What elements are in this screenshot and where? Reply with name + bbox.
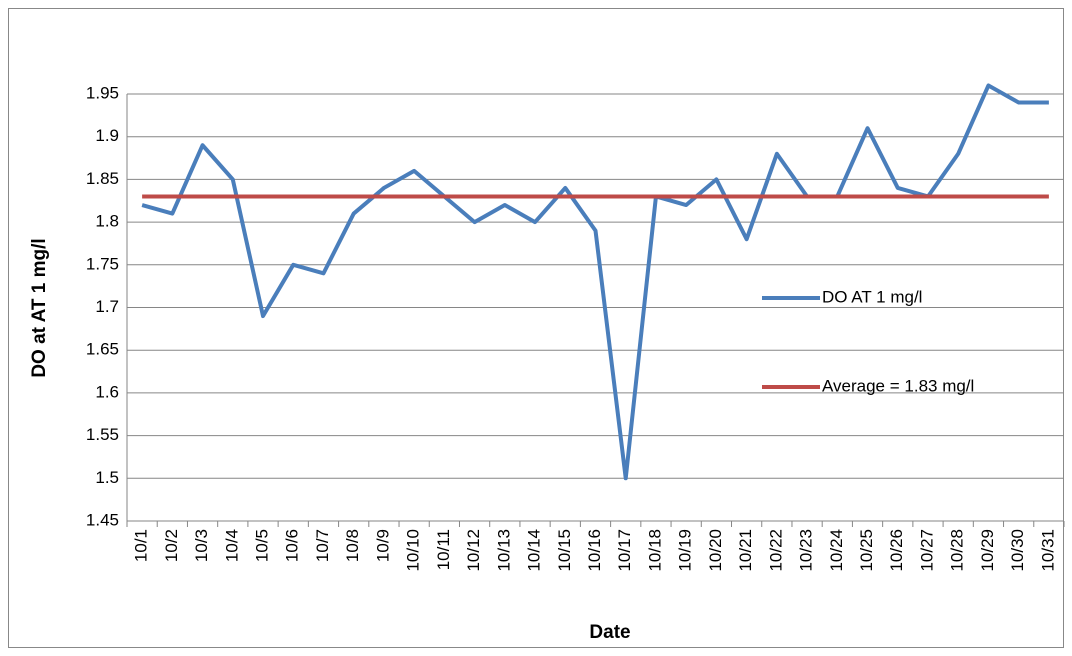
data-line <box>141 83 1049 481</box>
x-tick-label: 10/22 <box>766 529 785 572</box>
y-tick-label: 1.7 <box>95 297 119 316</box>
x-tick-label: 10/31 <box>1038 529 1057 572</box>
x-tick-label: 10/23 <box>797 529 816 572</box>
y-tick-label: 1.6 <box>95 382 119 401</box>
x-tick-label: 10/30 <box>1008 529 1027 572</box>
x-tick-label: 10/29 <box>978 529 997 572</box>
x-tick-label: 10/6 <box>283 529 302 562</box>
x-tick-label: 10/1 <box>132 529 151 562</box>
x-tick-label: 10/7 <box>313 529 332 562</box>
y-tick-label: 1.95 <box>86 83 119 102</box>
x-tick-label: 10/20 <box>706 529 725 572</box>
x-tick-label: 10/28 <box>948 529 967 572</box>
x-tick-label: 10/12 <box>464 529 483 572</box>
legend-label: DO AT 1 mg/l <box>822 287 922 306</box>
x-tick-label: 10/26 <box>887 529 906 572</box>
x-tick-label: 10/27 <box>917 529 936 572</box>
x-tick-label: 10/5 <box>253 529 272 562</box>
x-tick-label: 10/2 <box>162 529 181 562</box>
x-tick-label: 10/16 <box>585 529 604 572</box>
y-tick-label: 1.55 <box>86 425 119 444</box>
y-axis-label: DO at AT 1 mg/l <box>29 238 50 377</box>
x-tick-label: 10/10 <box>404 529 423 572</box>
x-tick-label: 10/21 <box>736 529 755 572</box>
x-tick-label: 10/19 <box>676 529 695 572</box>
y-tick-label: 1.75 <box>86 254 119 273</box>
x-tick-label: 10/4 <box>222 529 241 562</box>
x-tick-label: 10/18 <box>645 529 664 572</box>
x-axis-label: Date <box>589 622 630 643</box>
x-tick-label: 10/15 <box>555 529 574 572</box>
x-tick-label: 10/14 <box>525 529 544 572</box>
x-tick-label: 10/11 <box>434 529 453 570</box>
x-tick-label: 10/3 <box>192 529 211 562</box>
x-tick-label: 10/8 <box>343 529 362 562</box>
chart-border <box>8 8 1064 648</box>
y-tick-label: 1.85 <box>86 169 119 188</box>
legend-label: Average = 1.83 mg/l <box>822 376 974 395</box>
y-tick-label: 1.5 <box>95 468 119 487</box>
y-tick-label: 1.65 <box>86 340 119 359</box>
x-tick-label: 10/17 <box>615 529 634 572</box>
y-tick-label: 1.9 <box>95 126 119 145</box>
y-tick-label: 1.8 <box>95 212 119 231</box>
y-tick-label: 1.45 <box>86 510 119 529</box>
x-tick-label: 10/13 <box>494 529 513 572</box>
x-tick-label: 10/25 <box>857 529 876 572</box>
x-tick-label: 10/9 <box>373 529 392 562</box>
x-tick-label: 10/24 <box>827 529 846 572</box>
